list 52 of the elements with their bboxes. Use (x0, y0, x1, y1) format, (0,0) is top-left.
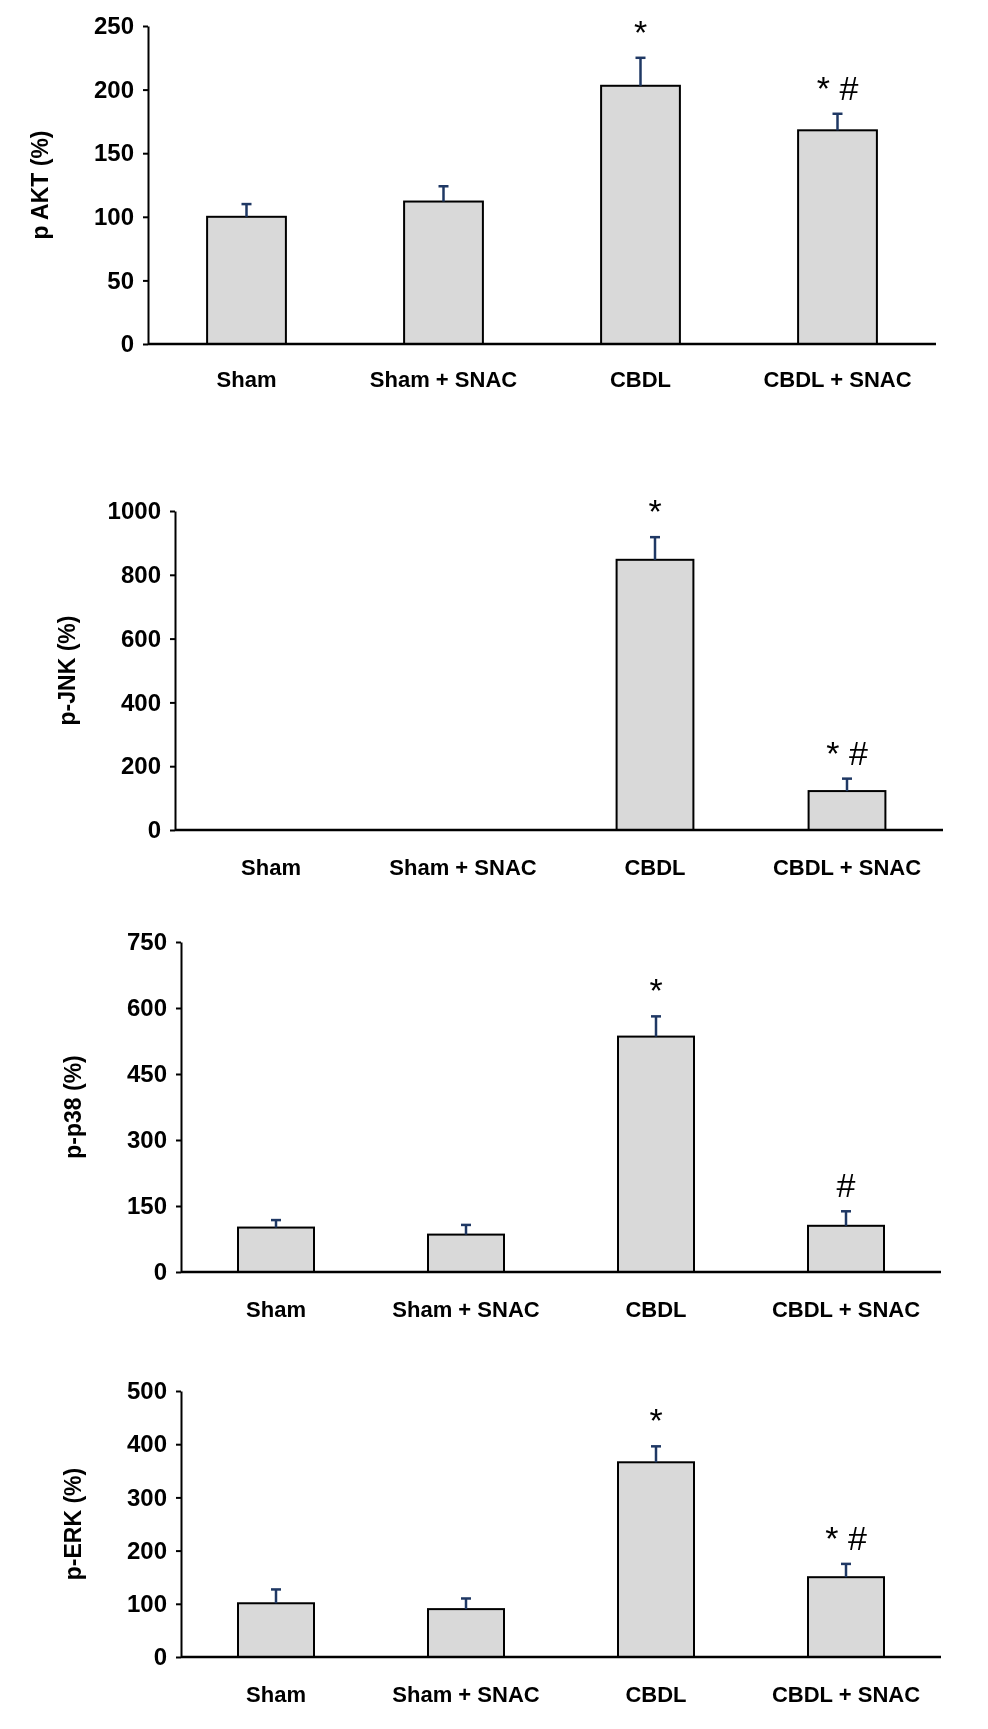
x-tick-label: Sham (216, 367, 277, 392)
x-tick-label: CBDL (624, 855, 686, 880)
y-tick-label: 400 (126, 1430, 167, 1458)
y-tick-label: 600 (120, 624, 161, 652)
y-tick-label: 500 (126, 1377, 167, 1405)
y-tick-label: 250 (93, 12, 134, 40)
y-tick-label: 0 (147, 816, 161, 844)
annotation: * # (816, 68, 859, 107)
annotation: * (648, 492, 662, 531)
x-tick-label: CBDL + SNAC (771, 1682, 921, 1707)
y-tick-label: 200 (126, 1536, 167, 1564)
y-tick-label: 300 (126, 1483, 167, 1511)
y-tick-label: 100 (93, 202, 134, 230)
y-axis-title: p-JNK (%) (54, 615, 80, 726)
y-tick-label: 1000 (107, 497, 161, 525)
annotation: * (649, 971, 663, 1010)
y-axis-title: p AKT (%) (27, 130, 53, 240)
y-axis-title: p-ERK (%) (60, 1467, 86, 1581)
x-tick-label: Sham (246, 1682, 306, 1707)
y-tick-label: 0 (153, 1643, 167, 1671)
annotation: * # (825, 1518, 867, 1557)
y-tick-label: 0 (153, 1258, 167, 1286)
y-tick-label: 150 (126, 1192, 167, 1220)
y-tick-label: 750 (126, 928, 167, 956)
y-tick-label: 50 (107, 266, 134, 294)
annotation: * (633, 12, 648, 51)
annotation: * # (826, 733, 868, 772)
y-axis-title: p-p38 (%) (60, 1055, 86, 1159)
x-tick-label: CBDL (625, 1297, 687, 1322)
x-tick-label: CBDL (625, 1682, 687, 1707)
y-tick-label: 100 (126, 1589, 167, 1617)
x-tick-label: CBDL + SNAC (772, 855, 922, 880)
x-tick-label: Sham + SNAC (392, 1682, 540, 1707)
x-tick-label: Sham (246, 1297, 306, 1322)
y-tick-label: 300 (126, 1126, 167, 1154)
y-tick-label: 150 (93, 139, 134, 167)
annotation: * (649, 1401, 663, 1440)
x-tick-label: Sham + SNAC (392, 1297, 540, 1322)
x-tick-label: CBDL + SNAC (763, 367, 912, 392)
x-tick-label: Sham (241, 855, 301, 880)
y-tick-label: 400 (120, 688, 161, 716)
y-tick-label: 450 (126, 1060, 167, 1088)
y-tick-label: 200 (93, 75, 134, 103)
x-tick-label: Sham + SNAC (369, 367, 518, 392)
y-tick-label: 0 (120, 330, 134, 358)
x-tick-label: CBDL + SNAC (771, 1297, 921, 1322)
annotation: # (836, 1166, 856, 1205)
y-tick-label: 200 (120, 752, 161, 780)
x-tick-label: Sham + SNAC (389, 855, 537, 880)
y-tick-label: 600 (126, 994, 167, 1022)
x-tick-label: CBDL (609, 367, 672, 392)
y-tick-label: 800 (120, 560, 161, 588)
